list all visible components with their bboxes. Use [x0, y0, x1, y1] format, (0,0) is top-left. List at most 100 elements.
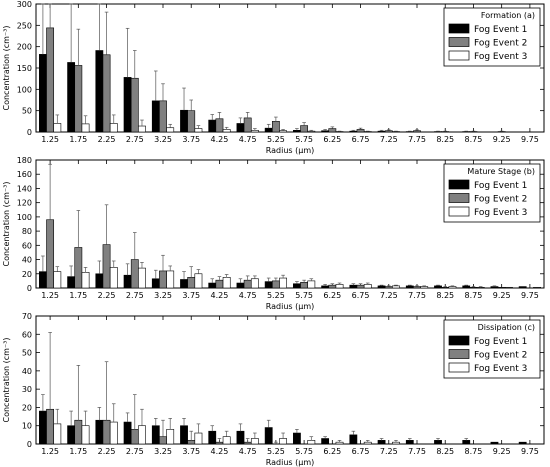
bar-2 [384, 130, 393, 133]
x-axis-label: Radius (µm) [266, 146, 315, 155]
bar-2 [130, 259, 139, 289]
bar-3 [307, 130, 316, 133]
x-tick-label: 3.75 [182, 135, 200, 144]
bar-2 [130, 77, 139, 133]
x-tick-label: 4.75 [239, 135, 257, 144]
x-tick-label: 3.25 [154, 291, 172, 300]
legend: Dissipation (c) Fog Event 1 Fog Event 2 Fog… [443, 319, 541, 379]
x-tick-label: 9.75 [521, 135, 539, 144]
bar-1 [490, 286, 499, 289]
legend-swatch [448, 23, 470, 34]
bar-2 [130, 429, 139, 445]
x-tick-label: 1.25 [41, 447, 59, 456]
bar-3 [194, 273, 203, 289]
bar-3 [222, 436, 231, 445]
y-tick-label: 140 [17, 184, 32, 193]
bar-1 [377, 130, 386, 133]
x-tick-label: 4.25 [211, 135, 229, 144]
bar-1 [518, 286, 527, 289]
bar-3 [279, 277, 287, 289]
bar-3 [138, 267, 146, 289]
x-tick-label: 7.25 [380, 135, 398, 144]
bar-1 [151, 278, 160, 289]
legend-swatch [448, 193, 470, 203]
x-tick-label: 2.75 [126, 291, 144, 300]
bar-2 [187, 110, 196, 133]
bar-2 [74, 419, 83, 445]
legend-title: Formation (a) [481, 11, 535, 20]
bar-1 [405, 440, 414, 445]
x-tick-label: 4.25 [211, 291, 229, 300]
bar-1 [123, 421, 132, 445]
bar-1 [180, 109, 188, 133]
legend-swatch [448, 179, 470, 190]
x-tick-label: 1.75 [69, 135, 87, 144]
bar-2 [46, 219, 55, 289]
x-tick-label: 4.75 [239, 447, 257, 456]
bar-3 [109, 123, 118, 133]
bar-1 [434, 285, 442, 289]
bar-3 [335, 284, 344, 289]
bar-2 [159, 270, 167, 289]
x-tick-label: 5.75 [295, 135, 313, 144]
bar-2 [356, 129, 365, 133]
bar-2 [187, 440, 196, 445]
bar-2 [46, 27, 55, 133]
bar-3 [53, 123, 62, 133]
bar-2 [187, 277, 196, 289]
bar-3 [250, 278, 259, 289]
bar-3 [166, 127, 175, 133]
x-tick-label: 5.25 [267, 447, 285, 456]
legend: Formation (a) Fog Event 1 Fog Event 2 Fog E… [443, 7, 541, 67]
x-tick-label: 2.25 [98, 135, 116, 144]
x-tick-label: 9.75 [521, 291, 539, 300]
bar-3 [307, 440, 316, 445]
x-tick-label: 8.25 [436, 135, 454, 144]
bar-2 [384, 286, 393, 289]
y-tick-label: 10 [22, 422, 32, 431]
bar-1 [39, 271, 47, 289]
x-tick-label: 8.25 [436, 291, 454, 300]
y-tick-label: 200 [17, 43, 32, 52]
x-tick-label: 6.25 [323, 135, 341, 144]
legend-entry: Fog Event 2 [474, 39, 527, 49]
bar-2 [243, 279, 252, 289]
x-tick-label: 8.75 [465, 135, 483, 144]
legend-entry: Fog Event 3 [474, 52, 527, 62]
x-tick-label: 9.25 [493, 291, 511, 300]
legend-title: Mature Stage (b) [467, 167, 535, 176]
y-axis-label: Concentration (cm⁻³) [2, 26, 11, 111]
bar-1 [405, 285, 414, 289]
x-tick-label: 2.75 [126, 447, 144, 456]
bar-2 [215, 118, 224, 133]
y-tick-label: 80 [22, 227, 32, 236]
x-tick-label: 6.75 [352, 447, 370, 456]
y-tick-label: 120 [17, 199, 32, 208]
bar-3 [138, 125, 146, 133]
bar-1 [39, 410, 47, 445]
x-tick-label: 6.75 [352, 135, 370, 144]
bar-1 [377, 440, 386, 445]
bar-3 [109, 421, 118, 445]
x-tick-label: 8.75 [465, 447, 483, 456]
bar-3 [222, 129, 231, 133]
bar-3 [363, 441, 372, 445]
y-tick-label: 50 [22, 349, 32, 358]
bar-1 [67, 276, 76, 289]
bar-2 [159, 436, 167, 445]
x-tick-label: 6.25 [323, 291, 341, 300]
x-tick-label: 6.25 [323, 447, 341, 456]
y-tick-label: 50 [22, 107, 32, 116]
bar-2 [300, 125, 309, 133]
bar-1 [180, 425, 188, 445]
bar-1 [151, 100, 160, 133]
bar-2 [441, 286, 450, 289]
bar-3 [420, 286, 429, 289]
bar-2 [356, 284, 365, 289]
bar-2 [215, 279, 224, 289]
y-axis-label: Concentration (cm⁻³) [2, 338, 11, 423]
legend-entry: Fog Event 2 [474, 195, 527, 205]
x-tick-label: 7.75 [408, 135, 426, 144]
x-tick-label: 1.25 [41, 135, 59, 144]
